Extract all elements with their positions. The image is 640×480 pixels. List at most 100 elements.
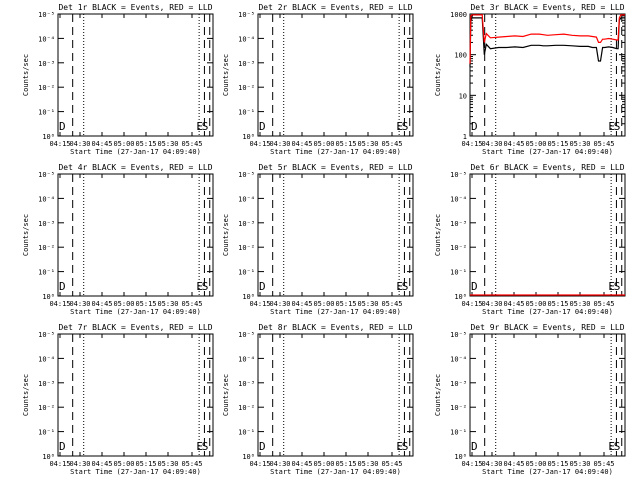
x-tick-label: 04:45 bbox=[291, 300, 312, 308]
marker-label-s: S bbox=[402, 120, 409, 133]
panel-1: Det 1r BLACK = Events, RED = LLD04:1504:… bbox=[22, 3, 214, 156]
x-tick-label: 04:15 bbox=[461, 300, 482, 308]
x-tick-label: 04:45 bbox=[503, 300, 524, 308]
y-tick-label: 10⁻⁴ bbox=[450, 355, 467, 363]
y-tick-label: 1000 bbox=[450, 11, 467, 19]
y-axis-label: Counts/sec bbox=[222, 214, 230, 256]
y-tick-label: 10 bbox=[459, 92, 467, 100]
plot-frame bbox=[57, 173, 214, 297]
x-tick-label: 05:15 bbox=[547, 300, 568, 308]
x-tick-label: 05:00 bbox=[113, 140, 134, 148]
plot-frame bbox=[57, 13, 214, 137]
marker-label-e: E bbox=[396, 120, 403, 133]
plot-frame bbox=[257, 173, 414, 297]
y-tick-label: 10⁻³ bbox=[450, 380, 467, 388]
marker-label-e: E bbox=[196, 440, 203, 453]
x-tick-label: 05:15 bbox=[135, 300, 156, 308]
x-tick-label: 04:15 bbox=[461, 460, 482, 468]
y-axis-label: Counts/sec bbox=[22, 54, 30, 96]
y-tick-label: 10⁻¹ bbox=[38, 269, 55, 277]
y-tick-label: 100 bbox=[454, 52, 467, 60]
marker-label-s: S bbox=[202, 440, 209, 453]
x-tick-label: 04:30 bbox=[69, 300, 90, 308]
x-axis-label: Start Time (27-Jan-17 04:09:40) bbox=[482, 148, 613, 156]
x-tick-label: 05:30 bbox=[357, 460, 378, 468]
x-tick-label: 05:45 bbox=[593, 300, 614, 308]
x-axis-label: Start Time (27-Jan-17 04:09:40) bbox=[70, 308, 201, 316]
x-tick-label: 05:45 bbox=[593, 460, 614, 468]
x-axis-label: Start Time (27-Jan-17 04:09:40) bbox=[270, 468, 401, 476]
y-axis-label: Counts/sec bbox=[222, 374, 230, 416]
x-tick-label: 04:45 bbox=[291, 460, 312, 468]
y-tick-label: 10⁻² bbox=[38, 404, 55, 412]
marker-label-e: E bbox=[396, 280, 403, 293]
y-tick-label: 10⁻³ bbox=[238, 60, 255, 68]
marker-label-s: S bbox=[202, 280, 209, 293]
y-tick-label: 10⁻⁵ bbox=[238, 11, 255, 19]
y-tick-label: 10⁻³ bbox=[238, 220, 255, 228]
x-tick-label: 05:45 bbox=[381, 140, 402, 148]
y-tick-label: 10⁰ bbox=[454, 453, 467, 461]
y-tick-label: 10⁻⁴ bbox=[38, 355, 55, 363]
y-tick-label: 10⁻⁴ bbox=[238, 355, 255, 363]
y-tick-label: 10⁻⁴ bbox=[450, 195, 467, 203]
y-tick-label: 10⁻² bbox=[450, 244, 467, 252]
x-tick-label: 04:45 bbox=[91, 460, 112, 468]
plot-frame bbox=[257, 13, 414, 137]
series-events-line bbox=[469, 17, 625, 67]
y-tick-label: 10⁻³ bbox=[38, 380, 55, 388]
x-tick-label: 05:00 bbox=[313, 460, 334, 468]
x-tick-label: 05:30 bbox=[157, 300, 178, 308]
x-tick-label: 05:45 bbox=[181, 300, 202, 308]
x-tick-label: 04:45 bbox=[91, 140, 112, 148]
y-tick-label: 10⁻¹ bbox=[38, 429, 55, 437]
x-tick-label: 04:30 bbox=[481, 140, 502, 148]
plot-frame bbox=[469, 13, 626, 137]
x-tick-label: 04:30 bbox=[69, 140, 90, 148]
x-tick-label: 05:30 bbox=[157, 460, 178, 468]
panel-5: Det 5r BLACK = Events, RED = LLD04:1504:… bbox=[222, 163, 414, 316]
y-tick-label: 10⁰ bbox=[42, 133, 55, 141]
y-tick-label: 10⁻² bbox=[238, 84, 255, 92]
x-tick-label: 05:00 bbox=[313, 140, 334, 148]
panel-7: Det 7r BLACK = Events, RED = LLD04:1504:… bbox=[22, 323, 214, 476]
y-axis-label: Counts/sec bbox=[22, 374, 30, 416]
x-tick-label: 05:45 bbox=[593, 140, 614, 148]
marker-label-s: S bbox=[614, 280, 621, 293]
y-tick-label: 10⁰ bbox=[454, 293, 467, 301]
x-tick-label: 04:30 bbox=[481, 300, 502, 308]
panel-title: Det 2r BLACK = Events, RED = LLD bbox=[258, 3, 412, 12]
x-tick-label: 05:00 bbox=[313, 300, 334, 308]
x-tick-label: 05:30 bbox=[357, 140, 378, 148]
x-axis-label: Start Time (27-Jan-17 04:09:40) bbox=[70, 148, 201, 156]
x-tick-label: 05:45 bbox=[381, 460, 402, 468]
x-axis-label: Start Time (27-Jan-17 04:09:40) bbox=[482, 468, 613, 476]
x-tick-label: 04:15 bbox=[49, 140, 70, 148]
plot-frame bbox=[469, 333, 626, 457]
y-tick-label: 10⁻⁵ bbox=[450, 331, 467, 339]
y-tick-label: 10⁻² bbox=[38, 84, 55, 92]
panel-title: Det 8r BLACK = Events, RED = LLD bbox=[258, 323, 412, 332]
x-tick-label: 04:30 bbox=[269, 140, 290, 148]
y-axis-label: Counts/sec bbox=[222, 54, 230, 96]
panel-2: Det 2r BLACK = Events, RED = LLD04:1504:… bbox=[222, 3, 414, 156]
y-tick-label: 10⁻¹ bbox=[450, 269, 467, 277]
x-axis-label: Start Time (27-Jan-17 04:09:40) bbox=[70, 468, 201, 476]
x-tick-label: 05:30 bbox=[157, 140, 178, 148]
marker-label-d: D bbox=[59, 120, 66, 133]
panel-4: Det 4r BLACK = Events, RED = LLD04:1504:… bbox=[22, 163, 214, 316]
y-tick-label: 10⁻⁵ bbox=[38, 11, 55, 19]
plot-frame bbox=[469, 173, 626, 297]
x-tick-label: 05:15 bbox=[335, 300, 356, 308]
x-tick-label: 05:15 bbox=[547, 460, 568, 468]
panel-title: Det 5r BLACK = Events, RED = LLD bbox=[258, 163, 412, 172]
marker-label-e: E bbox=[608, 280, 615, 293]
x-tick-label: 05:45 bbox=[181, 140, 202, 148]
panel-title: Det 6r BLACK = Events, RED = LLD bbox=[470, 163, 624, 172]
x-axis-label: Start Time (27-Jan-17 04:09:40) bbox=[482, 308, 613, 316]
x-tick-label: 04:30 bbox=[481, 460, 502, 468]
y-tick-label: 10⁻² bbox=[238, 404, 255, 412]
x-tick-label: 04:45 bbox=[503, 140, 524, 148]
panel-title: Det 9r BLACK = Events, RED = LLD bbox=[470, 323, 624, 332]
